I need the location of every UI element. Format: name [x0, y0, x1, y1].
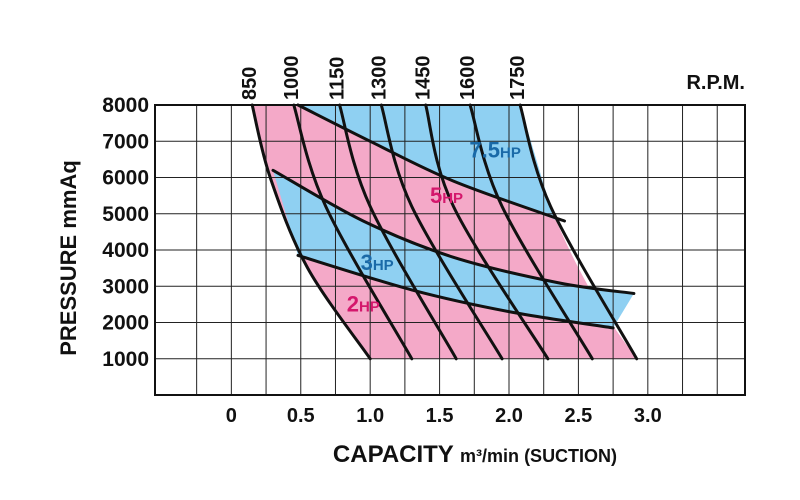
rpm-label-1450: 1450: [413, 56, 435, 101]
y-tick-label: 5000: [102, 203, 149, 226]
rpm-tick-label: 850: [239, 67, 261, 100]
x-tick-label: 2.0: [495, 405, 523, 427]
grid-layer: [154, 104, 746, 396]
y-tick-label: 7000: [102, 130, 149, 153]
x-axis-title: CAPACITY m³/min (SUCTION): [333, 441, 617, 468]
hp-bands-layer: [252, 105, 637, 359]
rpm-label-1750: 1750: [507, 56, 529, 101]
rpm-label-1000: 1000: [281, 56, 303, 101]
hp-label-7-5hp: 7.5HP: [469, 138, 520, 163]
rpm-curve-1600: [468, 103, 594, 361]
hp-boundary-5hp-7-5hp: [296, 103, 566, 223]
rpm-curve-1450: [424, 103, 550, 361]
x-tick-label: 2.5: [565, 405, 593, 427]
hp-label-2hp: 2HP: [347, 292, 380, 317]
plot-frame: [154, 104, 746, 396]
x-tick-label: 3.0: [634, 405, 662, 427]
rpm-axis-label: R.P.M.: [686, 72, 745, 94]
rpm-curve-1300: [379, 103, 504, 361]
hp-label-5hp: 5HP: [430, 183, 463, 208]
rpm-curve-1750: [518, 103, 639, 361]
rpm-curve-1150: [338, 103, 458, 361]
x-tick-label: 1.5: [426, 405, 454, 427]
x-tick-label: 0: [226, 405, 237, 427]
curves-layer: [250, 103, 639, 361]
labels-layer: 1000 2000 3000 4000 5000 6000 7000 8000 0 0.5 1.0 1…: [56, 56, 745, 469]
y-tick-label: 6000: [102, 167, 149, 190]
hp-boundary-3hp-5hp: [271, 168, 636, 295]
y-tick-label: 4000: [102, 239, 149, 262]
rpm-tick-label: 1300: [368, 56, 390, 101]
hp-label-3hp: 3HP: [361, 250, 394, 275]
rpm-label-1150: 1150: [327, 57, 349, 100]
y-tick-label: 8000: [102, 94, 149, 117]
y-tick-label: 1000: [102, 348, 149, 371]
rpm-label-850: 850: [239, 67, 261, 100]
y-tick-label: 2000: [102, 312, 149, 335]
rpm-tick-label: 1450: [413, 56, 435, 101]
rpm-tick-label: 1750: [507, 56, 529, 101]
rpm-curve-850: [250, 103, 372, 361]
x-tick-label: 1.0: [356, 405, 384, 427]
rpm-tick-label: 1000: [281, 56, 303, 101]
y-axis-title-group: PRESSURE mmAq: [56, 160, 81, 356]
rpm-label-1300: 1300: [368, 56, 390, 101]
y-axis-title: PRESSURE mmAq: [56, 160, 81, 356]
band-7-5hp: [297, 105, 558, 221]
rpm-label-1600: 1600: [457, 56, 479, 101]
rpm-tick-label: 1150: [327, 57, 349, 100]
rpm-tick-label: 1600: [457, 56, 479, 101]
y-tick-label: 3000: [102, 275, 149, 298]
rpm-curve-1000: [292, 103, 414, 361]
x-tick-label: 0.5: [287, 405, 315, 427]
